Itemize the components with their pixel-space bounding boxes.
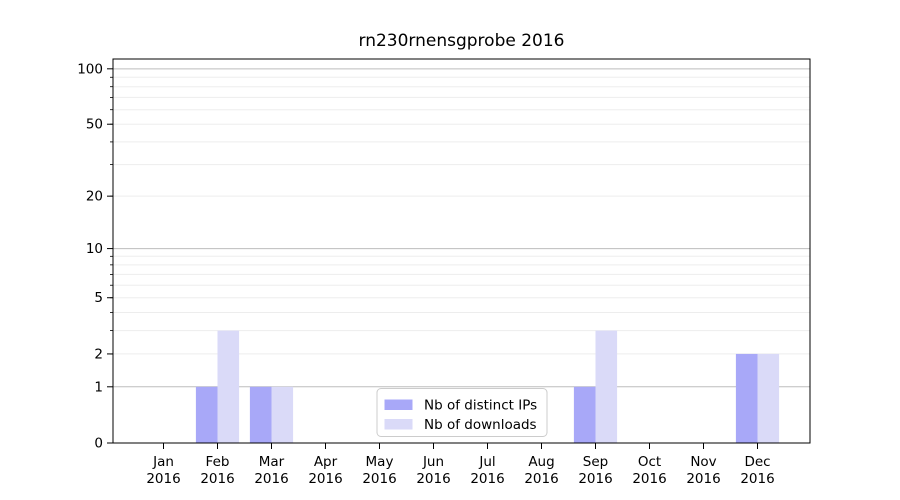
x-tick-label-month: Apr xyxy=(314,454,338,470)
x-tick-label-month: Dec xyxy=(744,454,770,470)
bar-nb-of-downloads-mar xyxy=(271,386,294,443)
legend xyxy=(376,388,548,437)
x-tick-label-year: 2016 xyxy=(200,471,234,487)
x-tick-label-year: 2016 xyxy=(362,471,396,487)
chart-title: rn230rnensgprobe 2016 xyxy=(358,31,565,51)
bar-nb-of-downloads-dec xyxy=(757,353,780,443)
x-tick-label-month: May xyxy=(366,454,394,470)
legend-swatch-nb-of-distinct-ips xyxy=(384,399,413,410)
x-tick-label-month: Sep xyxy=(583,454,608,470)
bar-nb-of-distinct-ips-sep xyxy=(573,386,596,443)
y-tick-label: 5 xyxy=(94,290,103,306)
legend-swatch-nb-of-downloads xyxy=(384,419,413,430)
legend-label-nb-of-downloads: Nb of downloads xyxy=(424,417,537,433)
y-tick-label: 1 xyxy=(94,379,103,395)
bar-nb-of-distinct-ips-feb xyxy=(195,386,218,443)
y-tick-label: 2 xyxy=(94,346,103,362)
y-tick-label: 10 xyxy=(86,241,103,257)
y-tick-label: 0 xyxy=(94,436,103,452)
x-tick-label-month: Feb xyxy=(206,454,230,470)
x-tick-label-year: 2016 xyxy=(470,471,504,487)
x-tick-label-year: 2016 xyxy=(632,471,666,487)
y-tick-label: 100 xyxy=(77,61,103,77)
plot-border xyxy=(112,58,811,444)
x-tick-label-year: 2016 xyxy=(578,471,612,487)
x-tick-label-month: Jun xyxy=(422,454,444,470)
y-tick-label: 50 xyxy=(86,117,103,133)
x-tick-label-month: Aug xyxy=(528,454,554,470)
x-tick-label-month: Nov xyxy=(690,454,716,470)
bar-nb-of-distinct-ips-dec xyxy=(735,353,758,443)
legend-label-nb-of-distinct-ips: Nb of distinct IPs xyxy=(424,398,537,414)
bar-nb-of-distinct-ips-mar xyxy=(249,386,272,443)
x-tick-label-year: 2016 xyxy=(146,471,180,487)
x-tick-label-month: Oct xyxy=(638,454,661,470)
x-tick-label-year: 2016 xyxy=(416,471,450,487)
bar-nb-of-downloads-sep xyxy=(595,330,618,443)
bar-nb-of-downloads-feb xyxy=(217,330,240,443)
x-tick-label-year: 2016 xyxy=(524,471,558,487)
x-tick-label-month: Mar xyxy=(259,454,285,470)
x-tick-label-year: 2016 xyxy=(686,471,720,487)
x-tick-label-year: 2016 xyxy=(308,471,342,487)
x-tick-label-month: Jan xyxy=(152,454,174,470)
x-tick-label-year: 2016 xyxy=(740,471,774,487)
x-tick-label-month: Jul xyxy=(478,454,495,470)
x-tick-label-year: 2016 xyxy=(254,471,288,487)
y-tick-label: 20 xyxy=(86,189,103,205)
